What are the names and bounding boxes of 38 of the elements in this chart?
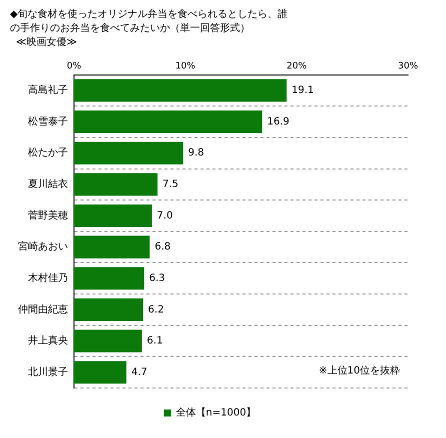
- x-tick-label: 0%: [66, 62, 82, 72]
- bar: [74, 267, 144, 290]
- bar: [74, 173, 158, 196]
- x-tick-label: 10%: [175, 62, 196, 72]
- legend-label: 全体【n=1000】: [176, 406, 256, 419]
- data-label: 19.1: [292, 85, 314, 96]
- data-label: 16.9: [267, 116, 290, 128]
- bar: [74, 330, 142, 352]
- x-tick-label: 20%: [286, 62, 308, 72]
- y-tick-label: 木村佳乃: [28, 272, 68, 284]
- bar: [74, 79, 287, 102]
- chart-subtitle: ≪映画女優≫: [15, 36, 78, 50]
- data-label: 7.0: [156, 210, 173, 222]
- data-label: 6.2: [148, 304, 164, 316]
- y-tick-label: 松雪泰子: [28, 115, 68, 128]
- y-tick-label: 宮崎あおい: [18, 240, 68, 253]
- data-label: 6.1: [146, 336, 163, 347]
- y-tick-label: 松たか子: [28, 146, 68, 159]
- y-tick-label: 井上真央: [28, 334, 68, 347]
- y-tick-label: 高島礼子: [28, 84, 68, 96]
- y-tick-label: 夏川結衣: [28, 178, 68, 190]
- x-tick-label: 30%: [398, 62, 418, 72]
- annotation: ※上位10位を抜粋: [318, 364, 400, 377]
- y-tick-label: 北川景子: [28, 366, 68, 378]
- bar: [74, 204, 152, 228]
- y-tick-label: 菅野美穂: [28, 209, 68, 222]
- data-label: 6.8: [154, 242, 171, 253]
- chart-title: ◆旬な食材を使ったオリジナル弁当を食べられるとしたら、誰の手作りのお弁当を食べてみたいか（単一回答形式）: [10, 8, 288, 36]
- y-tick-label: 仲間由紀恵: [18, 303, 68, 316]
- data-label: 6.3: [149, 272, 166, 284]
- bar: [74, 236, 150, 258]
- data-label: 4.7: [131, 366, 148, 378]
- bar: [74, 142, 184, 164]
- data-label: 7.5: [162, 179, 178, 190]
- bar: [74, 298, 144, 321]
- data-label: 9.8: [188, 148, 204, 159]
- bar: [74, 361, 126, 384]
- bar: [74, 110, 262, 134]
